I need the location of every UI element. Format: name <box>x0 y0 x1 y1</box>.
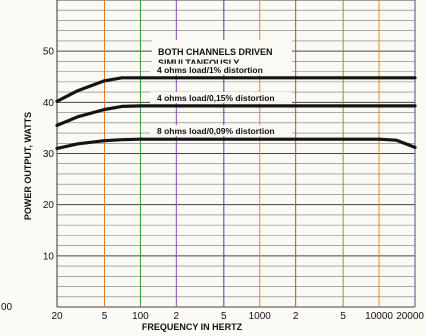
series-label-background <box>150 125 292 137</box>
annotation-line-2: SIMULTANEOUSLY <box>158 58 239 68</box>
series-line-2 <box>55 104 417 128</box>
series-label-3: 8 ohms load/0,09% distortion <box>157 126 275 136</box>
annotation-line-1: BOTH CHANNELS DRIVEN <box>158 47 273 57</box>
x-tick-label: 2 <box>174 311 180 322</box>
x-tick-label: 5 <box>102 311 108 322</box>
stray-left-label: 00 <box>1 302 13 313</box>
series-label-1: 4 ohms load/1% distortion <box>157 65 263 75</box>
y-tick-label: 30 <box>43 149 55 160</box>
series-label-background <box>150 91 292 103</box>
x-tick-label: 5 <box>340 311 346 322</box>
series-line-1 <box>55 76 417 103</box>
series-line-3 <box>55 137 417 150</box>
y-axis-title: POWER OUTPUT, WATTS <box>23 112 33 220</box>
y-tick-label: 20 <box>43 200 55 211</box>
x-tick-label: 10000 <box>365 311 393 322</box>
series-label-2: 4 ohms load/0,15% distortion <box>157 93 275 103</box>
x-tick-label: 5 <box>221 311 227 322</box>
x-tick-label: 1000 <box>249 311 272 322</box>
x-axis-title: FREQUENCY IN HERTZ <box>142 322 243 332</box>
series-label-background <box>150 63 292 75</box>
x-tick-label: 100 <box>132 311 149 322</box>
x-tick-label: 20 <box>51 311 63 322</box>
x-tick-label: 20000 <box>396 311 424 322</box>
y-tick-label: 40 <box>43 98 55 109</box>
y-tick-label: 10 <box>43 251 55 262</box>
y-tick-label: 50 <box>43 47 55 58</box>
x-tick-label: 2 <box>293 311 299 322</box>
